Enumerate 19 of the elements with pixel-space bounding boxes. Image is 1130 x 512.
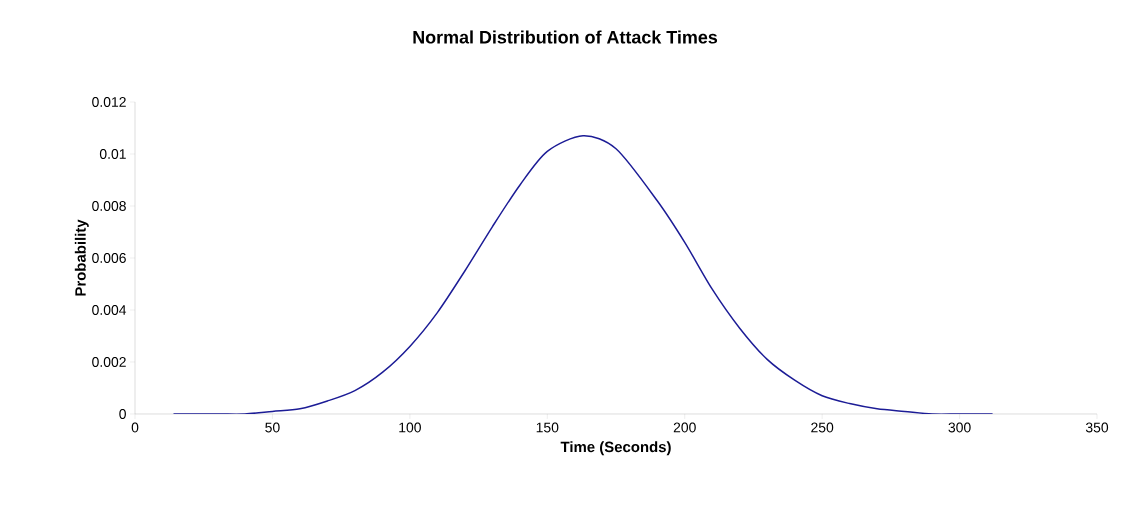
- y-tick-label: 0.004: [92, 305, 127, 315]
- y-tick-label: 0.01: [99, 149, 126, 159]
- x-tick-label: 150: [536, 422, 559, 433]
- x-tick-label: 250: [811, 422, 834, 433]
- y-tick-label: 0.006: [92, 253, 126, 263]
- x-tick-label: 300: [948, 422, 971, 433]
- x-tick-label: 50: [265, 422, 280, 433]
- y-tick-label: 0: [119, 409, 126, 419]
- chart-title: Normal Distribution of Attack Times: [413, 30, 718, 44]
- x-tick-label: 0: [131, 422, 139, 433]
- x-axis-title: Time (Seconds): [560, 441, 671, 456]
- y-axis-title: Probability: [74, 219, 89, 296]
- y-tick-label: 0.002: [92, 357, 126, 367]
- line-series: [172, 135, 994, 414]
- x-tick-label: 350: [1085, 422, 1109, 433]
- x-tick-label: 100: [399, 422, 421, 433]
- y-tick-label: 0.008: [92, 201, 126, 211]
- y-tick-label: 0.012: [92, 97, 126, 107]
- x-tick-label: 200: [673, 422, 696, 433]
